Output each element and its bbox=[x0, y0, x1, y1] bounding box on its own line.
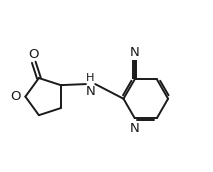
Text: O: O bbox=[10, 90, 21, 103]
Text: N: N bbox=[130, 46, 140, 59]
Text: N: N bbox=[85, 85, 95, 98]
Text: O: O bbox=[29, 48, 39, 61]
Text: H: H bbox=[86, 73, 95, 83]
Text: N: N bbox=[130, 122, 140, 135]
